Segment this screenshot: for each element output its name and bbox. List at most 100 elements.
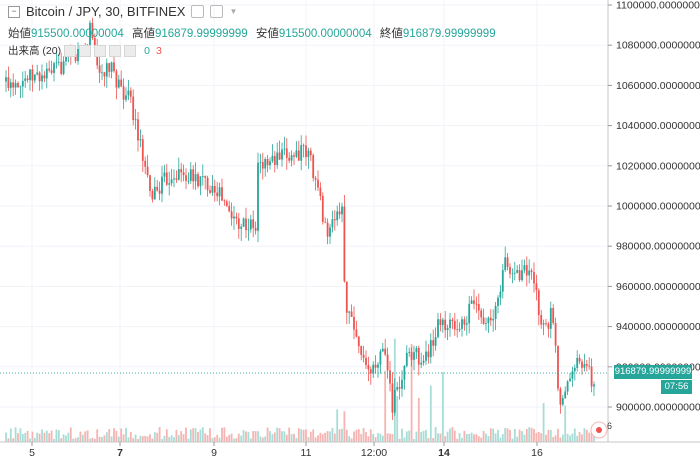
candle-body [50,70,53,73]
more-caret-icon[interactable]: ▼ [229,7,238,16]
candle-body [345,281,348,313]
volume-bar [194,428,197,442]
volume-bar [381,435,384,442]
volume-bar [62,434,65,442]
candle-body [31,69,34,81]
candle-body [302,145,305,146]
candle-body [456,329,459,331]
settings-icon[interactable] [191,5,205,18]
volume-bar [235,438,238,442]
candle-body [451,319,454,322]
candle-body [271,155,274,162]
price-tick-label: 960000.00000000 [616,281,700,293]
candle-body [528,270,531,276]
candle-body [163,172,166,177]
candle-body [578,357,581,362]
time-tick-label: 14 [438,447,450,459]
volume-bar [552,437,555,442]
volume-bar [494,433,497,442]
volume-bar [353,431,355,442]
candle-body [9,82,12,88]
help-icon[interactable] [64,44,77,57]
candle-body [242,218,245,227]
candle-body [197,174,199,187]
candle-body [367,365,370,370]
volume-bar [581,434,583,442]
candle-body [509,266,511,274]
price-tick-label: 1100000.00000000 [616,0,700,12]
volume-bar [429,385,432,442]
high-value: 916879.99999999 [154,28,248,40]
volume-bar [489,428,492,442]
candle-body [439,319,442,326]
candle-body [338,211,341,215]
volume-bar [441,372,444,442]
close-icon[interactable] [210,5,224,18]
candle-body [74,54,77,62]
candle-body [153,186,156,200]
candle-body [408,351,411,353]
volume-bar [410,344,413,442]
volume-bar [497,429,499,442]
close-icon[interactable] [109,44,122,57]
candle-body [113,62,115,72]
candle-body [331,219,334,228]
price-tick-label: 900000.00000000 [616,402,700,414]
candle-body [117,79,120,88]
candle-body [168,183,171,185]
candle-body [379,351,382,365]
candle-body [360,346,363,355]
candle-body [182,172,185,176]
candle-body [120,79,123,87]
candle-body [468,303,471,324]
open-value: 915500.00000004 [31,28,124,40]
candle-body [211,185,214,193]
volume-bar [187,438,190,442]
settings-icon[interactable] [94,44,107,57]
candle-body [19,86,22,88]
volume-bar [36,432,39,442]
price-tick-label: 980000.00000000 [616,241,700,253]
candle-body [499,291,502,298]
candle-body [545,323,547,325]
volume-bar [408,430,411,442]
candle-body [115,71,118,88]
candle-body [26,78,29,81]
volume-bar [161,438,163,442]
volume-bar [110,436,113,442]
volume-bar [204,433,207,442]
candle-body [573,367,576,372]
candle-body [264,158,267,169]
volume-bar [249,438,252,442]
minus-box-icon[interactable]: − [8,5,20,18]
volume-bar [384,370,387,442]
candle-body [261,162,264,169]
volume-bar [245,431,247,442]
time-axis[interactable]: 5 7 9 11 12:00 14 16 [29,442,543,459]
grid [0,0,608,442]
candle-body [381,348,384,352]
price-tick-label: 1060000.00000000 [616,80,700,92]
price-axis[interactable]: 1100000.00000000 1080000.00000000 1060000.… [608,0,700,414]
hide-icon[interactable] [79,44,92,57]
candle-body [235,216,238,219]
bar-countdown: 07:56 [661,380,692,394]
volume-bar [312,429,315,442]
open-label: 始値 [8,28,31,40]
symbol-title[interactable]: Bitcoin / JPY, 30, BITFINEX [26,4,186,19]
candle-body [134,119,137,121]
candle-body [57,61,60,63]
volume-bar [43,432,46,442]
more-icon[interactable] [124,44,137,57]
candle-body [300,145,303,161]
alert-badge[interactable]: 6 [590,421,612,439]
price-tick-label: 1020000.00000000 [616,160,700,172]
candle-body [437,319,439,338]
volume-bar [571,433,574,442]
volume-bar [257,431,259,442]
volume-bar [348,436,351,442]
candle-body [89,22,91,51]
current-price-label: 916879.99999999 [614,365,692,379]
